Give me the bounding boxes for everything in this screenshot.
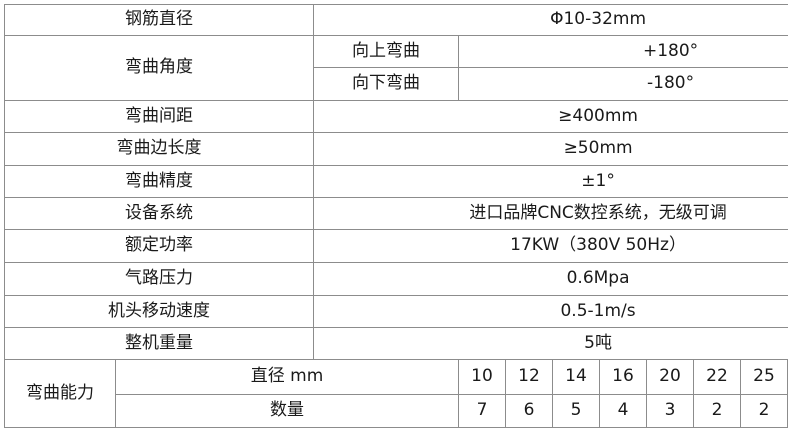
- capacity-quantity-cell: 4: [600, 395, 647, 428]
- row-value-steel-diameter: Φ10-32mm: [314, 5, 788, 36]
- row-value-bending-accuracy: ±1°: [314, 166, 788, 198]
- capacity-quantity-cell: 2: [694, 395, 741, 428]
- row-label-head-speed: 机头移动速度: [5, 296, 314, 328]
- row-label-rated-power: 额定功率: [5, 230, 314, 263]
- table-row: 机头移动速度 0.5-1m/s: [5, 296, 788, 328]
- row-label-bending-capacity: 弯曲能力: [5, 360, 116, 428]
- capacity-diameter-cell: 14: [553, 360, 600, 395]
- capacity-quantity-cell: 3: [647, 395, 694, 428]
- row-label-steel-diameter: 钢筋直径: [5, 5, 314, 36]
- table-row: 弯曲边长度 ≥50mm: [5, 133, 788, 166]
- row-label-machine-weight: 整机重量: [5, 328, 314, 360]
- table-row: 弯曲角度 向上弯曲 +180°: [5, 36, 788, 68]
- row-label-equipment-system: 设备系统: [5, 198, 314, 230]
- capacity-quantity-cell: 2: [741, 395, 788, 428]
- table-row: 数量 7 6 5 4 3 2 2 1 1: [5, 395, 788, 428]
- capacity-diameter-cell: 20: [647, 360, 694, 395]
- row-value-rated-power: 17KW（380V 50Hz）: [314, 230, 788, 263]
- table-row: 弯曲精度 ±1°: [5, 166, 788, 198]
- sub-label-bend-down: 向下弯曲: [314, 68, 459, 101]
- specification-table-container: 钢筋直径 Φ10-32mm 弯曲角度 向上弯曲 +180° 向下弯曲 -180°…: [4, 4, 783, 423]
- row-value-air-pressure: 0.6Mpa: [314, 263, 788, 296]
- table-row: 额定功率 17KW（380V 50Hz）: [5, 230, 788, 263]
- table-row: 整机重量 5吨: [5, 328, 788, 360]
- row-value-bending-spacing: ≥400mm: [314, 101, 788, 133]
- capacity-diameter-cell: 25: [741, 360, 788, 395]
- specification-table: 钢筋直径 Φ10-32mm 弯曲角度 向上弯曲 +180° 向下弯曲 -180°…: [4, 4, 788, 428]
- capacity-diameter-cell: 12: [506, 360, 553, 395]
- capacity-diameter-cell: 10: [459, 360, 506, 395]
- sub-label-quantity: 数量: [116, 395, 459, 428]
- table-row: 钢筋直径 Φ10-32mm: [5, 5, 788, 36]
- table-row: 设备系统 进口品牌CNC数控系统，无级可调: [5, 198, 788, 230]
- row-label-bend-side-length: 弯曲边长度: [5, 133, 314, 166]
- row-label-bending-accuracy: 弯曲精度: [5, 166, 314, 198]
- row-label-bending-spacing: 弯曲间距: [5, 101, 314, 133]
- sub-label-diameter: 直径 mm: [116, 360, 459, 395]
- capacity-quantity-cell: 5: [553, 395, 600, 428]
- capacity-diameter-cell: 16: [600, 360, 647, 395]
- row-value-bend-up: +180°: [459, 36, 788, 68]
- row-value-bend-side-length: ≥50mm: [314, 133, 788, 166]
- sub-label-bend-up: 向上弯曲: [314, 36, 459, 68]
- row-label-bending-angle: 弯曲角度: [5, 36, 314, 101]
- row-value-machine-weight: 5吨: [314, 328, 788, 360]
- capacity-quantity-cell: 7: [459, 395, 506, 428]
- row-value-head-speed: 0.5-1m/s: [314, 296, 788, 328]
- row-label-air-pressure: 气路压力: [5, 263, 314, 296]
- row-value-equipment-system: 进口品牌CNC数控系统，无级可调: [314, 198, 788, 230]
- capacity-diameter-cell: 22: [694, 360, 741, 395]
- table-row: 弯曲能力 直径 mm 10 12 14 16 20 22 25 28 32: [5, 360, 788, 395]
- capacity-quantity-cell: 6: [506, 395, 553, 428]
- row-value-bend-down: -180°: [459, 68, 788, 101]
- table-row: 弯曲间距 ≥400mm: [5, 101, 788, 133]
- table-row: 气路压力 0.6Mpa: [5, 263, 788, 296]
